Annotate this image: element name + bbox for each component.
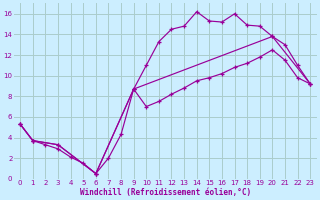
X-axis label: Windchill (Refroidissement éolien,°C): Windchill (Refroidissement éolien,°C) (80, 188, 251, 197)
